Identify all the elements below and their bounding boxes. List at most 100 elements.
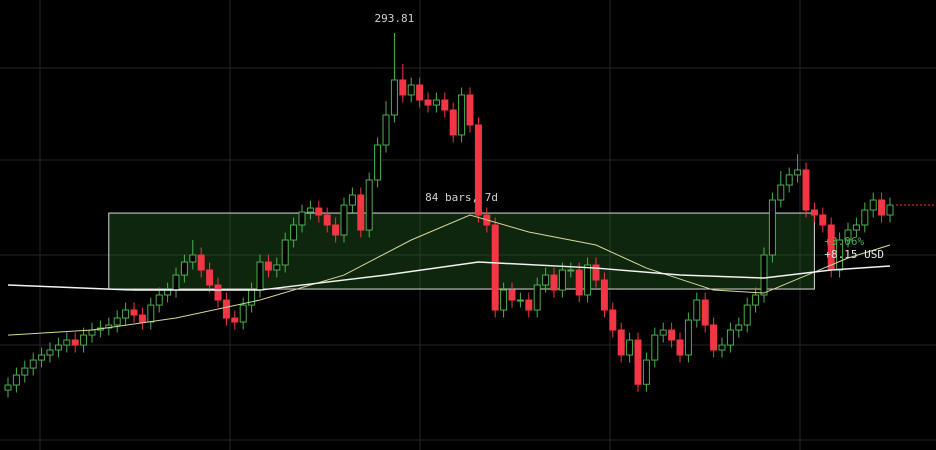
candle-body (348, 194, 356, 206)
candle-body (626, 339, 634, 356)
candle-body (508, 289, 516, 301)
candle-body (718, 344, 726, 351)
candle-body (113, 317, 121, 326)
measure-bars-label: 84 bars, 7d (425, 191, 498, 204)
candle-body (54, 344, 62, 351)
candle-body (315, 207, 323, 216)
candle-body (710, 324, 718, 351)
candle-body (684, 319, 692, 356)
candle-body (189, 254, 197, 263)
candle-body (743, 304, 751, 326)
candle-body (441, 99, 449, 111)
candle-body (458, 94, 466, 136)
candle-body (46, 349, 54, 356)
candle-body (474, 124, 482, 216)
candle-body (726, 329, 734, 346)
candle-body (306, 207, 314, 213)
candle-body (617, 329, 625, 356)
candle-body (38, 354, 46, 361)
candle-body (810, 209, 818, 216)
candle-body (651, 334, 659, 361)
candle-body (197, 254, 205, 271)
candle-body (382, 114, 390, 146)
candle-body (365, 179, 373, 231)
candle-body (676, 339, 684, 356)
candle-body (357, 194, 365, 231)
measure-box (108, 212, 815, 290)
candle-body (138, 314, 146, 323)
candle-body (491, 224, 499, 311)
candle-body (500, 289, 508, 311)
candle-body (21, 367, 29, 376)
candle-body (869, 199, 877, 211)
candle-body (432, 99, 440, 106)
candle-body (861, 209, 869, 226)
high-label: 293.81 (375, 12, 415, 25)
candle-body (735, 324, 743, 331)
candle-body (273, 264, 281, 271)
candle-body (886, 204, 894, 216)
candle-body (466, 94, 474, 126)
candle-body (424, 99, 432, 106)
candle-body (449, 109, 457, 136)
candle-body (760, 254, 768, 296)
candle-body (374, 144, 382, 181)
candle-body (575, 269, 583, 296)
candle-body (844, 229, 852, 241)
candle-body (88, 329, 96, 336)
candle-body (634, 339, 642, 385)
candle-body (516, 299, 524, 302)
candle-body (693, 299, 701, 321)
candle-body (802, 169, 810, 211)
candle-body (584, 264, 592, 296)
moving-average (7, 261, 891, 291)
candle-body (147, 304, 155, 323)
candle-body (558, 269, 566, 291)
candle-body (80, 334, 88, 346)
candle-body (390, 79, 398, 116)
candle-body (264, 261, 272, 271)
candle-body (819, 214, 827, 226)
moving-average (7, 214, 891, 336)
candle-body (701, 299, 709, 326)
candle-body (340, 204, 348, 236)
candle-body (63, 339, 71, 346)
candle-body (256, 261, 264, 291)
candle-body (407, 84, 415, 96)
candle-body (542, 274, 550, 286)
candle-body (214, 284, 222, 301)
candle-body (609, 309, 617, 331)
candle-body (180, 261, 188, 276)
candle-body (172, 274, 180, 291)
candle-body (600, 279, 608, 311)
candle-body (332, 224, 340, 236)
candle-body (248, 289, 256, 306)
candle-body (642, 359, 650, 385)
candle-body (878, 199, 886, 216)
candle-body (416, 84, 424, 101)
candle-body (785, 174, 793, 186)
candle-body (155, 294, 163, 306)
candle-body (231, 317, 239, 323)
candle-body (752, 294, 760, 306)
candle-body (533, 284, 541, 311)
candle-body (290, 224, 298, 241)
candle-body (71, 339, 79, 346)
candle-body (852, 224, 860, 231)
measure-change-label: +8.15 USD (824, 248, 884, 261)
candle-body (281, 239, 289, 266)
candle-body (122, 309, 130, 319)
candle-body (768, 199, 776, 256)
candle-body (777, 184, 785, 201)
candle-body (399, 79, 407, 96)
candle-body (4, 384, 12, 391)
candle-body (29, 359, 37, 369)
candle-body (659, 329, 667, 336)
candle-body (239, 304, 247, 323)
candle-body (525, 299, 533, 311)
candle-body (323, 214, 331, 226)
candle-body (206, 269, 214, 286)
